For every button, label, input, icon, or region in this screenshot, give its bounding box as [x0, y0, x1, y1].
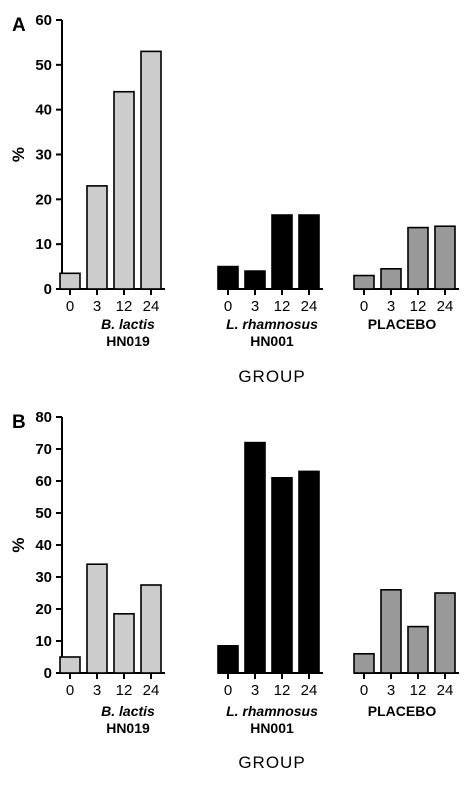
bar [271, 476, 293, 674]
group-sublabel: HN001 [250, 333, 294, 349]
y-tick-label: 50 [35, 505, 52, 522]
y-tick-label: 0 [44, 281, 52, 298]
x-tick-label: 12 [410, 298, 427, 315]
x-tick-label: 3 [387, 298, 395, 315]
bar [113, 612, 135, 674]
x-tick-label: 3 [251, 298, 259, 315]
y-tick-label: 20 [35, 191, 52, 208]
y-tick-label: 10 [35, 236, 52, 253]
bar [59, 272, 81, 290]
bar [86, 563, 108, 674]
y-axis-label: % [9, 147, 28, 162]
bar [271, 214, 293, 290]
x-tick-label: 0 [224, 682, 232, 699]
group-label: L. rhamnosus [226, 316, 318, 332]
x-tick-label: 0 [224, 298, 232, 315]
group-label: PLACEBO [368, 316, 437, 332]
x-axis-label: GROUP [238, 367, 305, 386]
y-tick-label: 50 [35, 57, 52, 74]
y-tick-label: 30 [35, 147, 52, 164]
bar [298, 214, 320, 290]
bar [380, 268, 402, 290]
bar [244, 270, 266, 290]
y-tick-label: 60 [35, 12, 52, 29]
group-label: PLACEBO [368, 703, 437, 719]
y-tick-label: 10 [35, 633, 52, 650]
y-tick-label: 40 [35, 102, 52, 119]
y-tick-label: 0 [44, 665, 52, 682]
x-tick-label: 24 [143, 682, 160, 699]
y-tick-label: 80 [35, 409, 52, 426]
x-tick-label: 24 [143, 298, 160, 315]
y-tick-label: 70 [35, 441, 52, 458]
panel-label: A [12, 15, 26, 36]
bar [244, 441, 266, 674]
x-tick-label: 0 [360, 298, 368, 315]
y-tick-label: 60 [35, 473, 52, 490]
y-tick-label: 30 [35, 569, 52, 586]
bar [59, 656, 81, 674]
x-tick-label: 12 [116, 298, 133, 315]
bar [86, 185, 108, 290]
x-tick-label: 12 [116, 682, 133, 699]
group-label: B. lactis [101, 703, 155, 719]
x-tick-label: 3 [387, 682, 395, 699]
group-sublabel: HN019 [106, 720, 150, 736]
x-tick-label: 24 [437, 682, 454, 699]
x-tick-label: 24 [301, 298, 318, 315]
bar [380, 588, 402, 674]
x-axis-label: GROUP [238, 753, 305, 772]
bar [353, 652, 375, 674]
x-tick-label: 0 [66, 682, 74, 699]
x-tick-label: 24 [437, 298, 454, 315]
bar [434, 592, 456, 674]
bar [298, 470, 320, 674]
x-tick-label: 12 [274, 298, 291, 315]
x-tick-label: 12 [274, 682, 291, 699]
group-label: L. rhamnosus [226, 703, 318, 719]
x-tick-label: 12 [410, 682, 427, 699]
x-tick-label: 24 [301, 682, 318, 699]
bar [140, 50, 162, 290]
bar [407, 226, 429, 290]
bar [353, 274, 375, 290]
bar [434, 225, 456, 290]
x-tick-label: 3 [93, 682, 101, 699]
x-tick-label: 0 [360, 682, 368, 699]
y-tick-label: 20 [35, 601, 52, 618]
panel-label: B [12, 412, 26, 433]
bar [140, 584, 162, 674]
y-axis-label: % [9, 537, 28, 552]
group-sublabel: HN001 [250, 720, 294, 736]
x-tick-label: 3 [251, 682, 259, 699]
bar [407, 625, 429, 674]
bar [113, 90, 135, 290]
bar [217, 265, 239, 290]
x-tick-label: 0 [66, 298, 74, 315]
x-tick-label: 3 [93, 298, 101, 315]
bar [217, 644, 239, 674]
group-sublabel: HN019 [106, 333, 150, 349]
group-label: B. lactis [101, 316, 155, 332]
y-tick-label: 40 [35, 537, 52, 554]
